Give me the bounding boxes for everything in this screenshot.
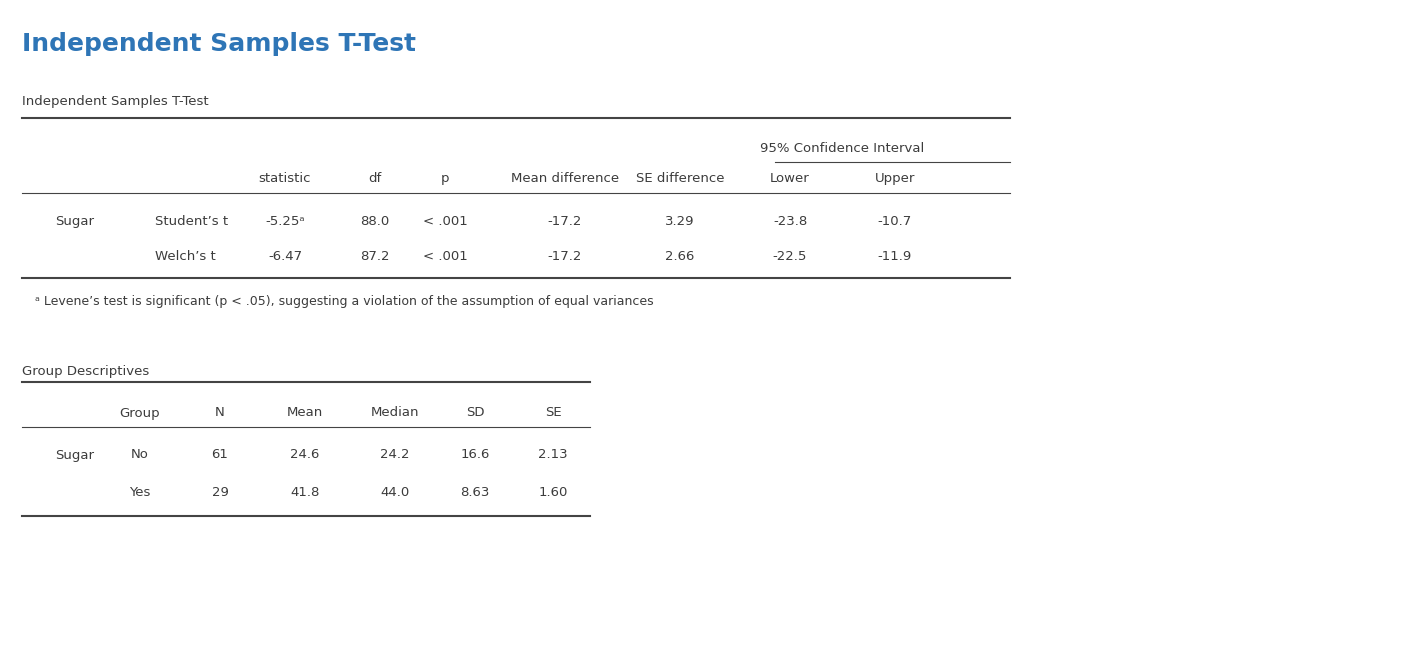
Text: Mean difference: Mean difference — [510, 172, 619, 184]
Text: p: p — [441, 172, 450, 184]
Text: < .001: < .001 — [423, 250, 467, 264]
Text: Student’s t: Student’s t — [155, 216, 228, 228]
Text: -17.2: -17.2 — [548, 250, 582, 264]
Text: statistic: statistic — [259, 172, 312, 184]
Text: -22.5: -22.5 — [773, 250, 807, 264]
Text: SE: SE — [544, 406, 561, 420]
Text: 41.8: 41.8 — [290, 486, 320, 500]
Text: Independent Samples T-Test: Independent Samples T-Test — [23, 95, 209, 108]
Text: Upper: Upper — [874, 172, 915, 184]
Text: 44.0: 44.0 — [381, 486, 410, 500]
Text: -23.8: -23.8 — [773, 216, 807, 228]
Text: 2.13: 2.13 — [539, 448, 568, 462]
Text: 29: 29 — [212, 486, 228, 500]
Text: N: N — [216, 406, 224, 420]
Text: Sugar: Sugar — [55, 216, 94, 228]
Text: -5.25ᵃ: -5.25ᵃ — [265, 216, 305, 228]
Text: 88.0: 88.0 — [361, 216, 389, 228]
Text: 1.60: 1.60 — [539, 486, 568, 500]
Text: 87.2: 87.2 — [360, 250, 389, 264]
Text: Mean: Mean — [286, 406, 323, 420]
Text: Yes: Yes — [130, 486, 151, 500]
Text: ᵃ Levene’s test is significant (p < .05), suggesting a violation of the assumpti: ᵃ Levene’s test is significant (p < .05)… — [35, 295, 654, 308]
Text: -17.2: -17.2 — [548, 216, 582, 228]
Text: -6.47: -6.47 — [268, 250, 302, 264]
Text: No: No — [131, 448, 149, 462]
Text: Independent Samples T-Test: Independent Samples T-Test — [23, 32, 416, 56]
Text: df: df — [368, 172, 382, 184]
Text: 61: 61 — [212, 448, 228, 462]
Text: SE difference: SE difference — [636, 172, 725, 184]
Text: Group Descriptives: Group Descriptives — [23, 365, 149, 378]
Text: -11.9: -11.9 — [878, 250, 912, 264]
Text: Sugar: Sugar — [55, 448, 94, 462]
Text: 8.63: 8.63 — [460, 486, 489, 500]
Text: 3.29: 3.29 — [666, 216, 695, 228]
Text: < .001: < .001 — [423, 216, 467, 228]
Text: Lower: Lower — [770, 172, 809, 184]
Text: -10.7: -10.7 — [878, 216, 912, 228]
Text: 95% Confidence Interval: 95% Confidence Interval — [760, 141, 925, 155]
Text: 2.66: 2.66 — [666, 250, 695, 264]
Text: 24.2: 24.2 — [381, 448, 410, 462]
Text: Median: Median — [371, 406, 419, 420]
Text: Welch’s t: Welch’s t — [155, 250, 216, 264]
Text: 16.6: 16.6 — [460, 448, 489, 462]
Text: SD: SD — [465, 406, 484, 420]
Text: Group: Group — [120, 406, 161, 420]
Text: 24.6: 24.6 — [290, 448, 320, 462]
